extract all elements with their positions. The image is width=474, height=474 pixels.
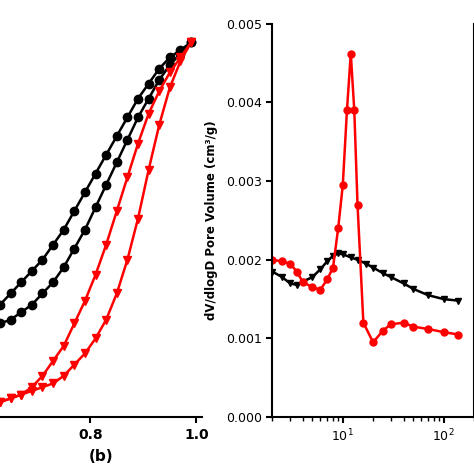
Y-axis label: dV/dlogD Pore Volume (cm³/g): dV/dlogD Pore Volume (cm³/g) — [205, 120, 218, 320]
Text: (b): (b) — [89, 448, 113, 464]
